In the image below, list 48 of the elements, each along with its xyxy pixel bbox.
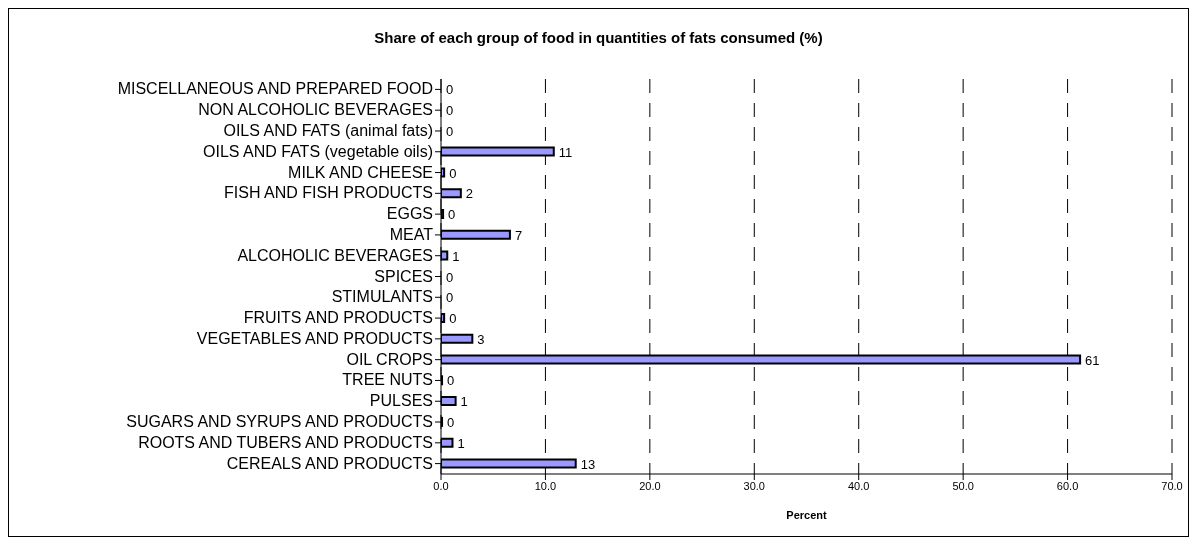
x-tick-label: 0.0 <box>433 479 449 492</box>
x-tick-label: 40.0 <box>848 479 870 492</box>
data-label: 2 <box>465 186 474 202</box>
y-tick-label: MISCELLANEOUS AND PREPARED FOOD <box>117 80 433 98</box>
y-tick-label: ROOTS AND TUBERS AND PRODUCTS <box>138 433 433 451</box>
y-tick-label: MILK AND CHEESE <box>288 163 433 181</box>
x-tick-label: 70.0 <box>1161 479 1183 492</box>
x-tick-label: 60.0 <box>1056 479 1079 492</box>
x-tick-label: 10.0 <box>534 479 557 492</box>
data-label: 0 <box>446 290 454 306</box>
y-tick-label: SUGARS AND SYRUPS AND PRODUCTS <box>126 413 433 431</box>
y-tick-label: TREE NUTS <box>342 371 433 389</box>
data-label: 0 <box>446 269 454 285</box>
data-label: 61 <box>1085 352 1100 368</box>
x-tick-label: 30.0 <box>743 479 765 492</box>
data-label: 3 <box>477 331 485 347</box>
y-tick-label: FISH AND FISH PRODUCTS <box>224 184 433 202</box>
y-tick-label: OILS AND FATS (animal fats) <box>223 121 433 139</box>
y-tick-label: MEAT <box>389 225 434 243</box>
y-tick-label: OILS AND FATS (vegetable oils) <box>202 142 433 160</box>
x-axis-title: Percent <box>786 509 828 521</box>
data-label: 7 <box>514 227 523 243</box>
data-label: 1 <box>457 435 465 451</box>
y-tick-label: PULSES <box>369 392 433 410</box>
y-tick-label: VEGETABLES AND PRODUCTS <box>196 329 433 347</box>
chart-title: Share of each group of food in quantities of fats consumed (%) <box>373 29 824 46</box>
x-tick-label: 50.0 <box>952 479 974 492</box>
y-tick-label: EGGS <box>386 205 433 223</box>
data-label: 0 <box>448 207 456 223</box>
data-label: 0 <box>449 165 457 181</box>
y-tick-label: CEREALS AND PRODUCTS <box>226 454 433 472</box>
data-label: 1 <box>452 248 460 264</box>
y-tick-label: ALCOHOLIC BEVERAGES <box>237 246 433 264</box>
x-tick-label: 20.0 <box>639 479 661 492</box>
y-tick-label: FRUITS AND PRODUCTS <box>243 309 433 327</box>
y-tick-label: OIL CROPS <box>346 350 433 368</box>
data-label: 0 <box>447 373 455 389</box>
data-label: 1 <box>460 394 468 410</box>
data-label: 0 <box>446 82 454 98</box>
data-label: 0 <box>446 103 454 119</box>
data-label: 0 <box>446 123 454 139</box>
y-tick-label: STIMULANTS <box>331 288 433 306</box>
y-tick-label: SPICES <box>374 267 433 285</box>
data-label: 0 <box>449 311 457 327</box>
data-label: 11 <box>558 144 573 160</box>
data-label: 13 <box>580 456 596 472</box>
y-tick-label: NON ALCOHOLIC BEVERAGES <box>198 101 433 119</box>
data-label: 0 <box>447 415 455 431</box>
